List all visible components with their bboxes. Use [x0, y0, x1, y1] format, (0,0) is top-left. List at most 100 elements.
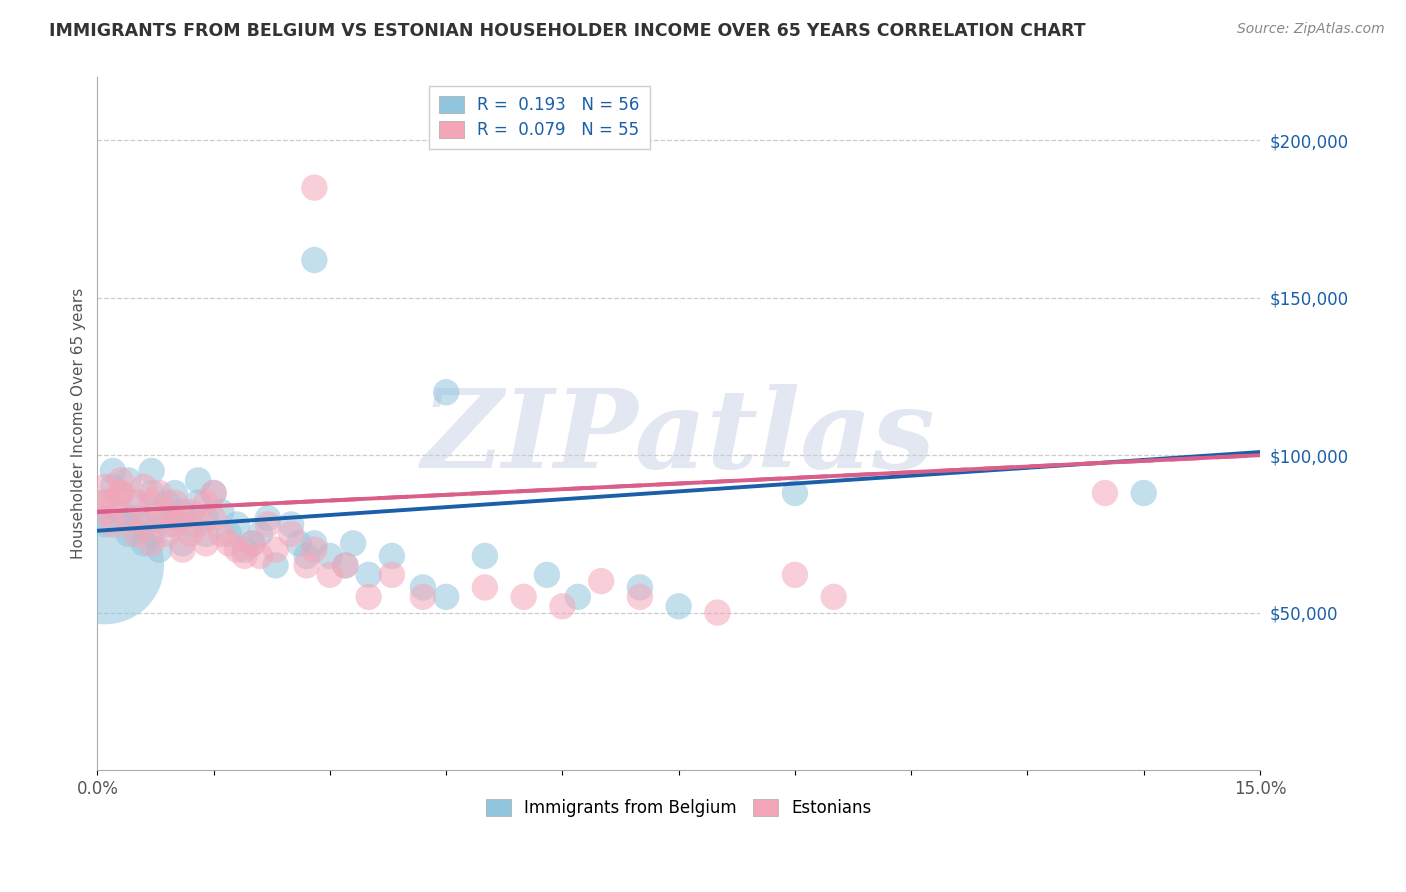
Point [110, 486, 132, 500]
Point [249, 527, 271, 541]
Point [117, 527, 139, 541]
Point [295, 549, 318, 563]
Point [295, 558, 318, 573]
Point [172, 542, 194, 557]
Point [257, 517, 280, 532]
Point [94, 495, 117, 509]
Point [264, 558, 287, 573]
Point [172, 536, 194, 550]
Point [194, 495, 217, 509]
Point [110, 486, 132, 500]
Point [233, 549, 256, 563]
Point [1132, 486, 1154, 500]
Point [125, 495, 148, 509]
Point [156, 527, 179, 541]
Point [218, 527, 240, 541]
Point [148, 505, 170, 519]
Point [335, 558, 357, 573]
Text: Source: ZipAtlas.com: Source: ZipAtlas.com [1237, 22, 1385, 37]
Point [381, 549, 404, 563]
Point [319, 567, 342, 582]
Point [357, 590, 380, 604]
Point [319, 549, 342, 563]
Point [240, 536, 263, 550]
Point [141, 495, 163, 509]
Point [132, 480, 155, 494]
Point [249, 549, 271, 563]
Point [148, 511, 170, 525]
Point [132, 517, 155, 532]
Point [209, 527, 232, 541]
Point [110, 486, 132, 500]
Point [101, 495, 124, 509]
Point [628, 581, 651, 595]
Point [304, 536, 326, 550]
Point [125, 527, 148, 541]
Point [94, 495, 117, 509]
Point [156, 517, 179, 532]
Point [187, 517, 209, 532]
Point [163, 486, 186, 500]
Point [163, 495, 186, 509]
Point [264, 542, 287, 557]
Point [156, 495, 179, 509]
Point [434, 590, 457, 604]
Point [304, 180, 326, 194]
Point [194, 511, 217, 525]
Point [194, 536, 217, 550]
Point [280, 517, 302, 532]
Point [117, 511, 139, 525]
Point [783, 486, 806, 500]
Point [412, 581, 434, 595]
Point [187, 495, 209, 509]
Point [1094, 486, 1116, 500]
Point [110, 474, 132, 488]
Point [304, 253, 326, 268]
Point [163, 511, 186, 525]
Point [179, 527, 201, 541]
Point [202, 486, 225, 500]
Point [474, 581, 496, 595]
Point [148, 542, 170, 557]
Point [668, 599, 690, 614]
Point [512, 590, 534, 604]
Legend: Immigrants from Belgium, Estonians: Immigrants from Belgium, Estonians [479, 792, 879, 824]
Point [280, 527, 302, 541]
Point [132, 517, 155, 532]
Point [218, 536, 240, 550]
Point [233, 542, 256, 557]
Point [141, 486, 163, 500]
Point [342, 536, 364, 550]
Point [225, 542, 247, 557]
Point [551, 599, 574, 614]
Point [536, 567, 558, 582]
Point [591, 574, 613, 588]
Point [94, 558, 117, 573]
Point [434, 385, 457, 400]
Point [101, 517, 124, 532]
Point [179, 505, 201, 519]
Point [194, 527, 217, 541]
Point [179, 517, 201, 532]
Point [335, 558, 357, 573]
Point [148, 486, 170, 500]
Point [823, 590, 845, 604]
Point [225, 517, 247, 532]
Text: IMMIGRANTS FROM BELGIUM VS ESTONIAN HOUSEHOLDER INCOME OVER 65 YEARS CORRELATION: IMMIGRANTS FROM BELGIUM VS ESTONIAN HOUS… [49, 22, 1085, 40]
Point [94, 480, 117, 494]
Point [101, 464, 124, 478]
Point [141, 527, 163, 541]
Point [187, 474, 209, 488]
Point [172, 511, 194, 525]
Y-axis label: Householder Income Over 65 years: Householder Income Over 65 years [72, 288, 86, 559]
Point [240, 536, 263, 550]
Point [163, 517, 186, 532]
Point [125, 495, 148, 509]
Point [172, 505, 194, 519]
Point [202, 486, 225, 500]
Point [101, 480, 124, 494]
Point [141, 536, 163, 550]
Point [706, 606, 728, 620]
Point [412, 590, 434, 604]
Point [567, 590, 589, 604]
